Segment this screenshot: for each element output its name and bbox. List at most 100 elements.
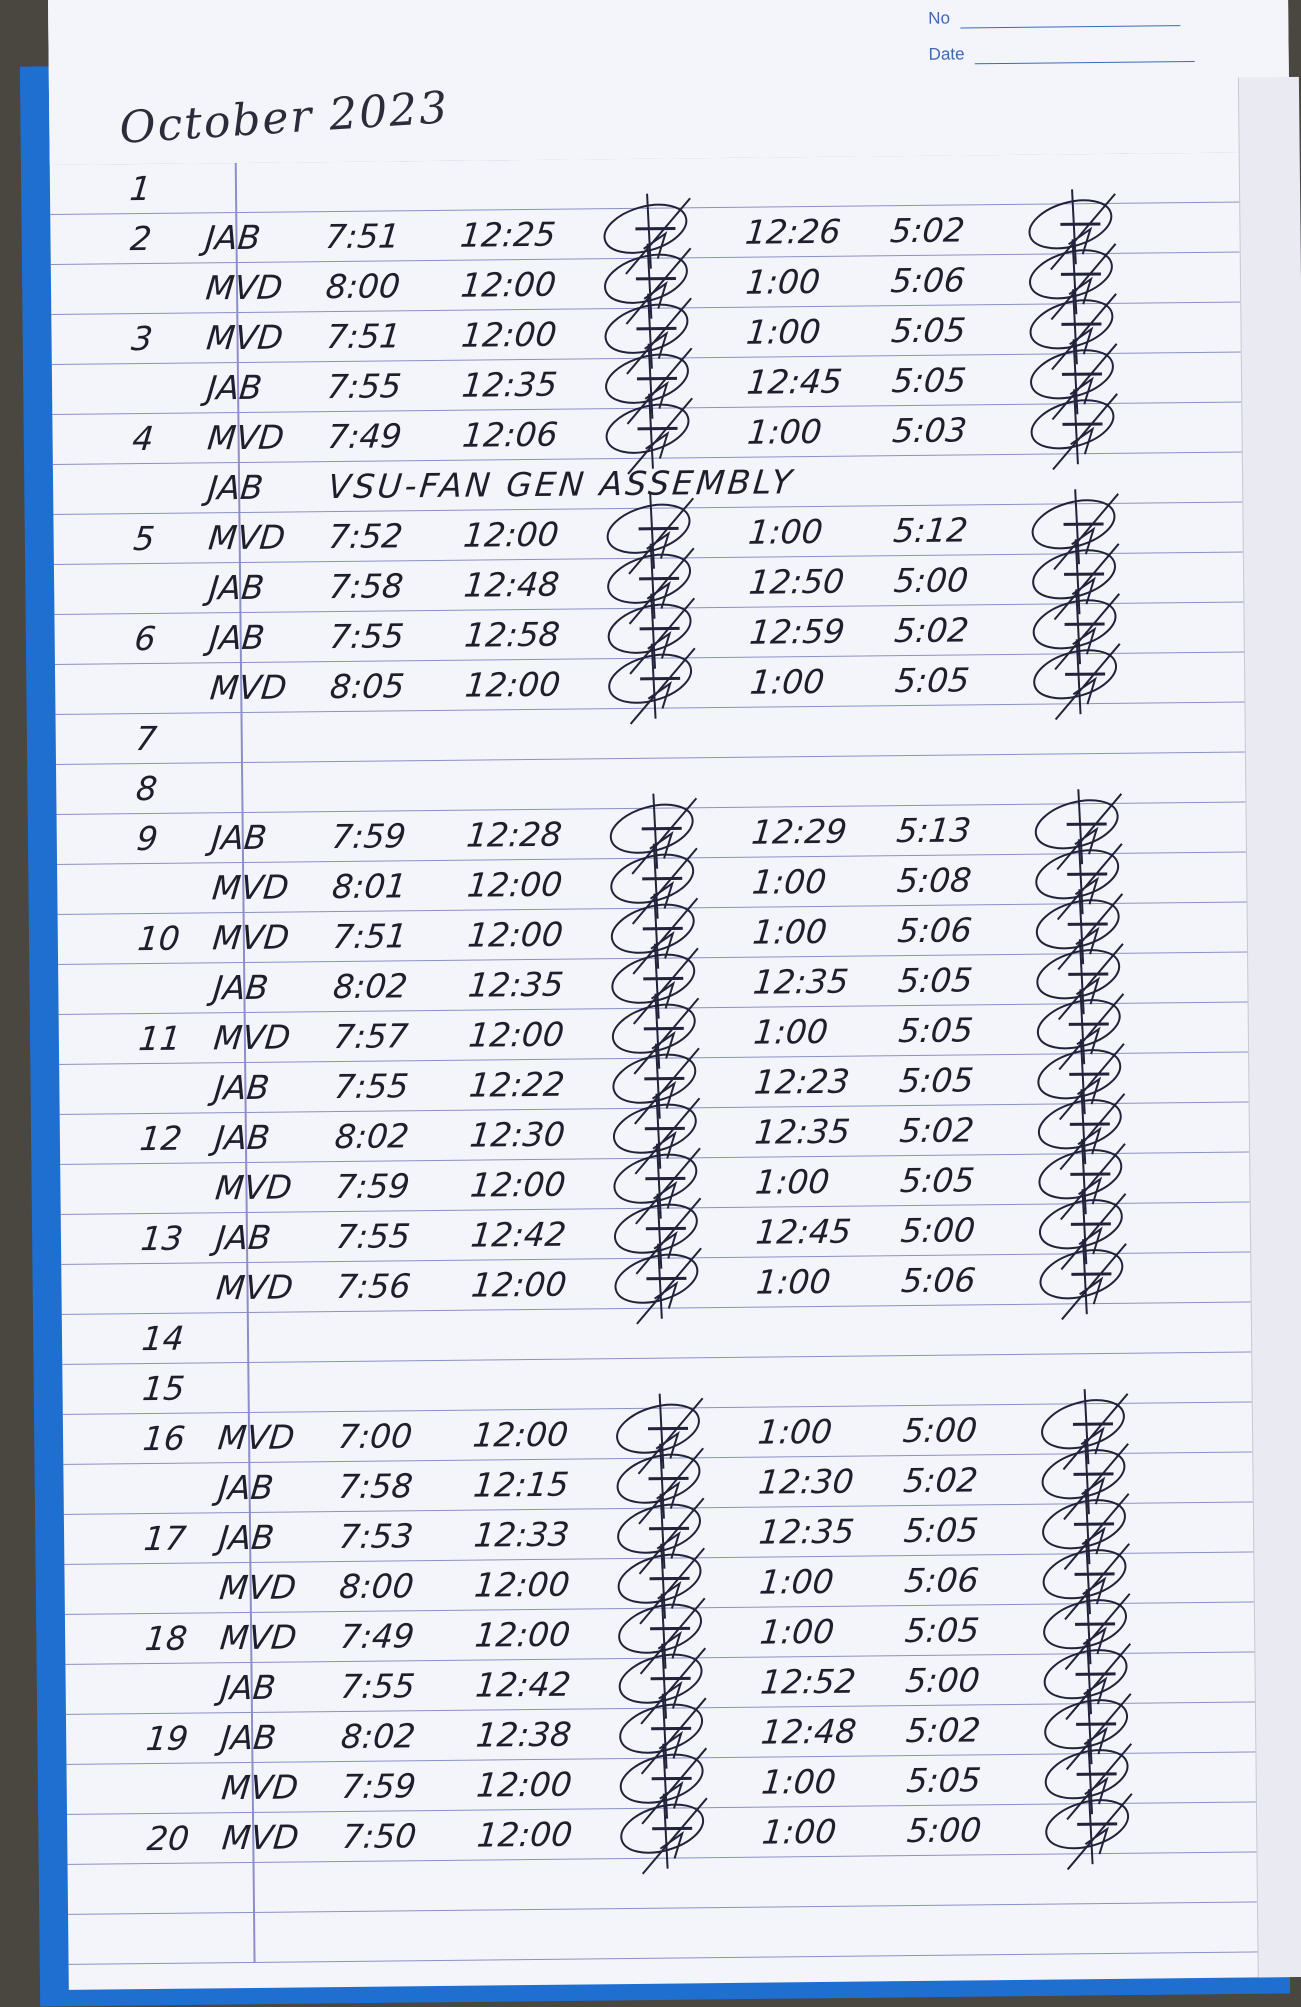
employee-initials: JAB [213,1118,272,1158]
lunch-out: 12:25 [459,215,558,255]
time-in: 8:01 [330,866,408,906]
time-out: 5:00 [901,1410,979,1450]
employee-initials: JAB [212,968,271,1008]
time-out: 5:02 [893,610,971,650]
lunch-in: 12:35 [751,962,850,1002]
employee-initials: JAB [213,1068,272,1108]
time-out: 5:05 [897,1010,975,1050]
lunch-out: 12:48 [462,565,561,605]
lunch-out: 12:35 [466,965,565,1005]
employee-initials: JAB [207,568,266,608]
time-in: 8:00 [338,1566,416,1606]
employee-initials: JAB [217,1468,276,1508]
day-number: 1 [128,169,153,208]
employee-initials: MVD [220,1767,300,1807]
time-in: 7:00 [336,1416,414,1456]
lunch-out: 12:42 [474,1665,573,1705]
date-label: Date [929,44,965,63]
lunch-out: 12:38 [474,1715,573,1755]
day-number: 19 [144,1719,190,1758]
employee-initials: JAB [214,1218,273,1258]
time-out: 5:02 [898,1110,976,1150]
lunch-in: 12:45 [745,362,844,402]
time-out: 5:05 [902,1510,980,1550]
time-in: 7:55 [325,366,403,406]
log-entries: 1 2 JAB 7:51 12:25 12:26 5:02 MVD 8:00 12:00 1:00 5… [50,152,1301,1865]
lunch-out: 12:00 [473,1565,572,1605]
employee-initials: MVD [214,1167,294,1207]
lunch-in: 1:00 [758,1612,836,1652]
time-out: 5:05 [903,1610,981,1650]
lunch-out: 12:00 [475,1815,574,1855]
lunch-out: 12:22 [468,1065,567,1105]
lunch-out: 12:28 [465,815,564,855]
time-in: 7:55 [339,1666,417,1706]
employee-initials: MVD [210,868,290,908]
lunch-in: 12:45 [754,1212,853,1252]
employee-initials: MVD [206,418,286,458]
time-out: 5:05 [898,1060,976,1100]
lunch-in: 1:00 [751,912,829,952]
day-number: 8 [134,769,159,808]
lunch-out: 12:42 [469,1215,568,1255]
lunch-in: 1:00 [745,312,823,352]
time-out: 5:00 [904,1660,982,1700]
time-in: 8:00 [324,266,402,306]
lunch-out: 12:00 [462,515,561,555]
time-in: 7:49 [326,416,404,456]
lunch-in: 1:00 [746,412,824,452]
time-out: 5:06 [900,1260,978,1300]
lunch-in: 12:23 [753,1062,852,1102]
lunch-in: 1:00 [760,1812,838,1852]
lunch-in: 1:00 [754,1162,832,1202]
employee-initials: MVD [207,518,287,558]
day-number: 2 [129,219,154,258]
time-in: 7:51 [331,916,409,956]
lunch-out: 12:15 [472,1465,571,1505]
time-out: 5:05 [905,1760,983,1800]
time-in: 7:52 [327,516,405,556]
signature-scribble [1037,1784,1148,1875]
lunch-in: 1:00 [758,1562,836,1602]
time-out: 5:08 [895,860,973,900]
time-out: 5:05 [890,360,968,400]
employee-initials: MVD [220,1817,300,1857]
employee-initials: JAB [210,818,269,858]
time-out: 5:05 [893,660,971,700]
time-in: 7:50 [340,1816,418,1856]
employee-initials: JAB [205,368,264,408]
lunch-in: 12:35 [753,1112,852,1152]
day-number: 14 [140,1319,186,1358]
day-number: 3 [130,319,155,358]
employee-initials: JAB [219,1718,278,1758]
day-number: 16 [141,1419,187,1458]
lunch-in: 12:26 [744,212,843,252]
lunch-out: 12:00 [469,1165,568,1205]
day-number: 11 [137,1019,183,1058]
lunch-out: 12:58 [463,615,562,655]
lunch-in: 1:00 [748,662,826,702]
row-note: VSU-FAN GEN ASSEMBLY [326,462,796,506]
employee-initials: MVD [208,668,288,708]
lunch-in: 1:00 [747,512,825,552]
employee-initials: JAB [217,1518,276,1558]
time-in: 7:55 [333,1066,411,1106]
time-out: 5:03 [891,410,969,450]
day-number: 13 [139,1219,185,1258]
time-in: 7:58 [327,566,405,606]
time-in: 7:57 [332,1016,410,1056]
day-number: 10 [136,919,182,958]
time-out: 5:06 [889,260,967,300]
day-number: 6 [133,619,158,658]
lunch-in: 1:00 [744,262,822,302]
day-number: 7 [134,719,159,758]
time-out: 5:00 [905,1810,983,1850]
time-out: 5:02 [889,210,967,250]
time-out: 5:13 [895,810,973,850]
time-in: 7:59 [334,1166,412,1206]
lunch-out: 12:30 [468,1115,567,1155]
signature-scribble [612,1788,723,1879]
time-out: 5:00 [892,560,970,600]
time-out: 5:06 [903,1560,981,1600]
